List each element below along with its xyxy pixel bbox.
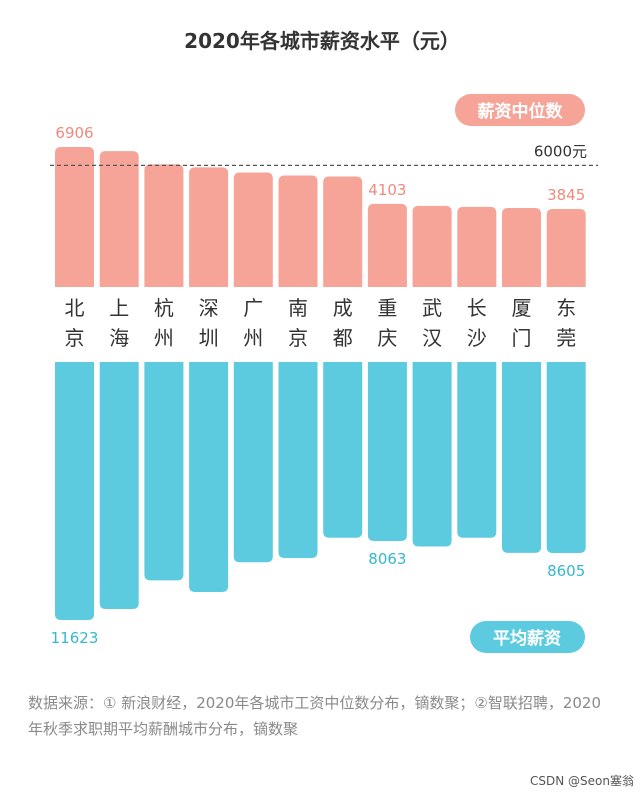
median-bar-4 (233, 172, 273, 287)
city-label-11-1: 莞 (556, 326, 576, 350)
legend-average: 平均薪资 (470, 621, 585, 653)
median-value-label-7: 4103 (368, 181, 406, 199)
average-value-label-0: 11623 (51, 629, 99, 647)
average-value-label-7: 8063 (368, 550, 406, 568)
median-bar-1 (99, 151, 139, 287)
city-label-1-0: 上 (109, 296, 129, 320)
median-bar-7 (367, 203, 407, 287)
average-bar-3 (189, 362, 229, 592)
median-bar-3 (189, 167, 229, 287)
median-value-label-0: 6906 (55, 124, 93, 142)
city-label-9-0: 长 (467, 296, 487, 320)
legend-median-label: 薪资中位数 (478, 101, 564, 122)
average-bar-6 (323, 362, 363, 538)
legend-median-badge (455, 94, 585, 126)
data-source-note: 数据来源：① 新浪财经，2020年各城市工资中位数分布，镝数聚；②智联招聘，20… (28, 694, 602, 738)
median-value-label-11: 3845 (547, 186, 585, 204)
median-bar-5 (278, 175, 318, 287)
average-bar-11 (546, 362, 586, 554)
city-label-10-1: 门 (512, 326, 532, 350)
city-label-7-0: 重 (377, 296, 397, 320)
median-bar-2 (144, 164, 184, 287)
median-bar-8 (412, 205, 452, 287)
city-label-3-0: 深 (199, 296, 219, 320)
city-label-3-1: 圳 (199, 326, 219, 350)
reference-line-label: 6000元 (534, 142, 587, 160)
average-bar-7 (367, 362, 407, 541)
city-label-0-0: 北 (65, 296, 85, 320)
city-label-10-0: 厦 (512, 296, 532, 320)
legend-average-label: 平均薪资 (493, 628, 561, 649)
city-label-0-1: 京 (65, 326, 85, 350)
value-labels: 6906 11623 4103 8063 3845 8605 (51, 124, 586, 647)
median-bar-0 (55, 147, 94, 287)
average-bar-4 (233, 362, 273, 563)
median-bars (55, 147, 586, 287)
city-label-6-1: 都 (333, 326, 353, 350)
city-label-6-0: 成 (333, 296, 353, 320)
median-bar-11 (546, 209, 586, 287)
average-bar-9 (457, 362, 497, 538)
legend-median: 薪资中位数 (455, 94, 585, 126)
average-bar-10 (502, 362, 541, 553)
city-label-9-1: 沙 (467, 326, 487, 350)
city-label-4-1: 州 (243, 326, 263, 350)
city-label-2-0: 杭 (154, 296, 174, 320)
city-label-8-1: 汉 (422, 326, 442, 350)
average-bar-1 (99, 362, 139, 610)
city-label-5-0: 南 (288, 296, 308, 320)
city-label-7-1: 庆 (377, 326, 397, 350)
average-bars (55, 362, 586, 620)
average-bar-0 (55, 362, 94, 620)
salary-chart: 2020年各城市薪资水平（元） 北京上海杭州深圳广州南京成都重庆武汉长沙厦门东莞… (50, 29, 598, 653)
average-value-label-11: 8605 (547, 562, 585, 580)
average-bar-8 (412, 362, 452, 547)
median-bar-9 (457, 206, 497, 287)
chart-title: 2020年各城市薪资水平（元） (184, 29, 460, 53)
median-bar-6 (323, 176, 363, 287)
legend-average-badge (470, 621, 585, 653)
median-bar-10 (502, 207, 541, 287)
city-label-11-0: 东 (556, 296, 576, 320)
watermark-credit: CSDN @Seon塞翁 (530, 774, 634, 788)
city-label-2-1: 州 (154, 326, 174, 350)
city-label-5-1: 京 (288, 326, 308, 350)
average-bar-5 (278, 362, 318, 559)
average-bar-2 (144, 362, 184, 581)
city-label-1-1: 海 (109, 326, 129, 350)
city-label-4-0: 广 (243, 296, 263, 320)
city-label-8-0: 武 (422, 296, 442, 320)
